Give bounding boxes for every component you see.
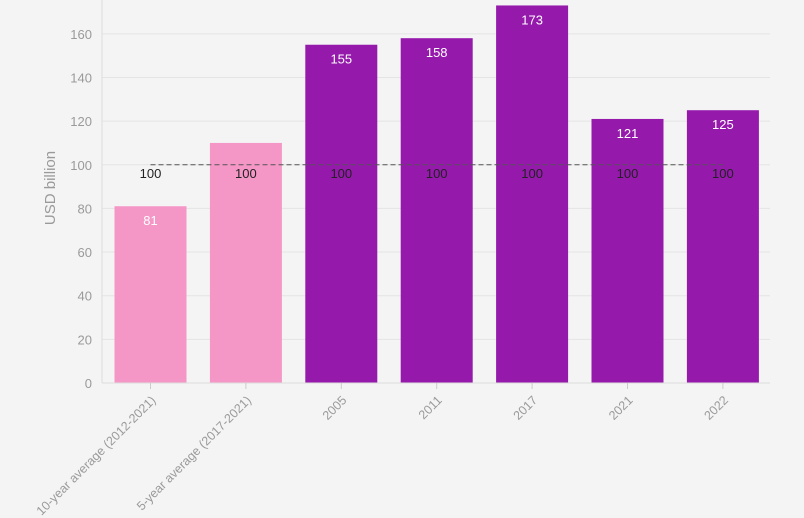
y-tick-label: 120 <box>70 114 92 129</box>
bar-value-label: 121 <box>617 126 639 141</box>
reference-line-label: 100 <box>426 166 448 181</box>
bar-value-label: 81 <box>143 213 157 228</box>
reference-line-label: 100 <box>235 166 257 181</box>
y-tick-label: 40 <box>78 289 92 304</box>
x-tick-label: 2011 <box>416 393 445 422</box>
bar <box>496 5 569 383</box>
reference-line-label: 100 <box>521 166 543 181</box>
bar-value-label: 158 <box>426 45 448 60</box>
y-tick-label: 20 <box>78 332 92 347</box>
y-tick-label: 60 <box>78 245 92 260</box>
reference-line-label: 100 <box>617 166 639 181</box>
bar-value-label: 155 <box>330 52 352 67</box>
bar <box>400 38 473 383</box>
bar-value-label: 125 <box>712 117 734 132</box>
data-labels: 81 155 158 173 121 125 <box>143 12 733 228</box>
reference-line-label: 100 <box>712 166 734 181</box>
x-tick-label: 2017 <box>511 393 541 423</box>
y-tick-label: 100 <box>70 158 92 173</box>
bar <box>114 206 187 383</box>
y-tick-label: 80 <box>78 201 92 216</box>
x-tick-label: 2021 <box>606 393 636 423</box>
bars <box>114 5 759 384</box>
reference-line-label: 100 <box>140 166 162 181</box>
x-tick-label: 2005 <box>320 393 350 423</box>
bar <box>209 142 282 383</box>
reference-line-group: 100 100 100 100 100 100 100 <box>140 164 734 181</box>
reference-line-label: 100 <box>330 166 352 181</box>
bar <box>305 44 378 384</box>
bar-value-label: 173 <box>521 12 543 27</box>
y-tick-label: 140 <box>70 70 92 85</box>
bar <box>591 118 664 384</box>
y-axis-title: USD billion <box>42 151 59 225</box>
y-tick-label: 0 <box>85 376 92 391</box>
y-tick-label: 160 <box>70 27 92 42</box>
bar <box>686 110 759 383</box>
x-tick-label: 2022 <box>701 393 731 423</box>
x-tick-label: 5-year average (2017-2021) <box>134 393 254 513</box>
